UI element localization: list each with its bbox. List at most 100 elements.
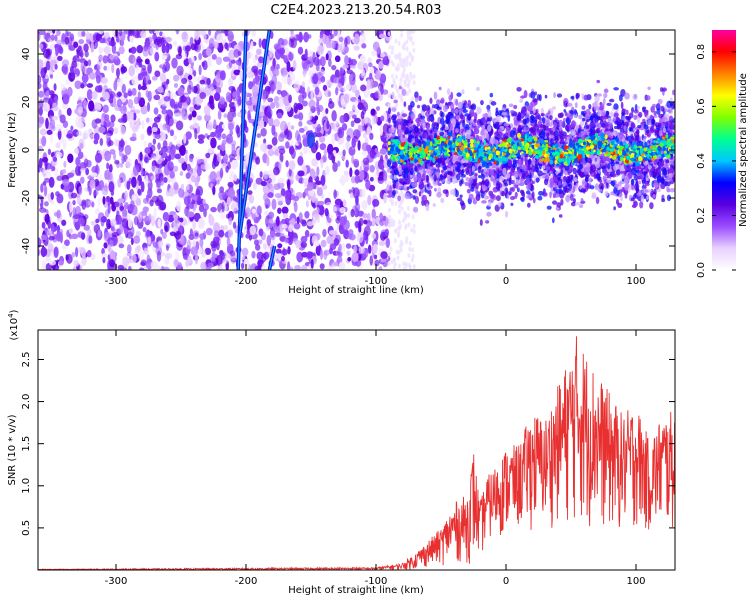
noise-cell xyxy=(181,161,188,171)
noise-cell xyxy=(260,127,267,137)
noise-cell xyxy=(133,96,139,105)
noise-cell xyxy=(126,251,132,257)
noise-cell xyxy=(254,244,261,251)
noise-cell xyxy=(298,212,303,222)
noise-cell xyxy=(93,132,100,141)
signal-cell xyxy=(548,122,553,127)
signal-cell xyxy=(588,103,592,110)
noise-cell xyxy=(251,250,256,259)
signal-cell xyxy=(516,187,520,193)
noise-cell xyxy=(228,59,233,69)
noise-cell xyxy=(146,126,153,136)
noise-cell xyxy=(133,216,139,226)
noise-cell xyxy=(354,175,360,184)
noise-cell xyxy=(131,132,137,141)
noise-cell xyxy=(290,37,297,49)
noise-cell xyxy=(248,194,255,204)
noise-cell xyxy=(168,187,175,197)
noise-cell xyxy=(38,116,45,124)
noise-cell xyxy=(85,33,91,40)
noise-cell xyxy=(173,83,179,88)
noise-cell xyxy=(273,131,278,138)
noise-cell xyxy=(346,250,351,256)
signal-cell xyxy=(596,198,600,203)
noise-cell xyxy=(179,171,184,177)
noise-cell xyxy=(44,169,51,175)
signal-cell xyxy=(433,110,437,115)
noise-cell xyxy=(290,125,295,130)
signal-cell xyxy=(552,200,558,205)
noise-cell xyxy=(76,197,82,205)
noise-cell xyxy=(224,30,229,37)
noise-cell xyxy=(175,120,184,131)
noise-cell xyxy=(205,152,211,159)
noise-cell xyxy=(335,87,339,96)
noise-cell xyxy=(180,183,185,190)
noise-cell xyxy=(169,170,175,179)
noise-cell xyxy=(213,41,219,50)
signal-cell xyxy=(583,94,589,101)
noise-cell xyxy=(393,238,397,244)
noise-cell xyxy=(201,61,206,67)
signal-cell xyxy=(403,101,407,107)
signal-cell xyxy=(591,192,597,198)
noise-cell xyxy=(371,116,377,126)
signal-cell xyxy=(637,181,642,185)
noise-cell xyxy=(165,245,169,251)
noise-cell xyxy=(123,190,128,201)
noise-cell xyxy=(88,235,93,244)
noise-cell xyxy=(267,97,274,103)
noise-cell xyxy=(361,68,366,77)
noise-cell xyxy=(338,261,346,270)
noise-cell xyxy=(276,112,283,119)
noise-cell xyxy=(57,55,63,62)
noise-cell xyxy=(331,33,335,39)
noise-cell xyxy=(145,220,150,226)
noise-cell xyxy=(55,151,63,158)
signal-cell xyxy=(508,103,514,108)
noise-cell xyxy=(394,74,398,80)
noise-cell xyxy=(81,199,87,210)
noise-cell xyxy=(47,148,52,155)
noise-cell xyxy=(232,91,238,98)
noise-cell xyxy=(297,170,305,177)
noise-cell xyxy=(160,228,164,235)
noise-cell xyxy=(206,106,211,117)
noise-cell xyxy=(402,45,406,51)
signal-cell xyxy=(504,210,509,218)
noise-cell xyxy=(406,83,410,89)
signal-cell xyxy=(493,173,497,179)
noise-cell xyxy=(208,147,214,154)
noise-cell xyxy=(248,81,253,90)
noise-cell xyxy=(378,240,386,246)
noise-cell xyxy=(107,127,114,134)
noise-cell xyxy=(304,229,310,238)
noise-cell xyxy=(262,101,269,107)
noise-cell xyxy=(308,69,314,78)
noise-cell xyxy=(301,219,307,227)
signal-cell xyxy=(558,190,565,199)
noise-cell xyxy=(221,133,227,140)
noise-cell xyxy=(81,30,86,37)
noise-cell xyxy=(297,156,304,166)
noise-cell xyxy=(70,125,74,131)
noise-cell xyxy=(349,192,354,199)
noise-cell xyxy=(412,47,416,53)
noise-cell xyxy=(209,171,217,183)
noise-cell xyxy=(226,236,231,247)
noise-cell xyxy=(109,120,115,128)
signal-cell xyxy=(389,174,393,180)
noise-cell xyxy=(354,98,361,104)
noise-cell xyxy=(224,42,229,50)
noise-cell xyxy=(294,264,301,270)
noise-cell xyxy=(316,45,325,56)
noise-cell xyxy=(411,253,415,259)
signal-cell xyxy=(418,191,422,197)
noise-cell xyxy=(281,248,288,256)
noise-cell xyxy=(275,69,280,77)
noise-cell xyxy=(190,43,197,51)
noise-cell xyxy=(52,30,56,34)
noise-cell xyxy=(192,240,197,248)
noise-cell xyxy=(397,263,401,269)
noise-cell xyxy=(193,85,198,94)
